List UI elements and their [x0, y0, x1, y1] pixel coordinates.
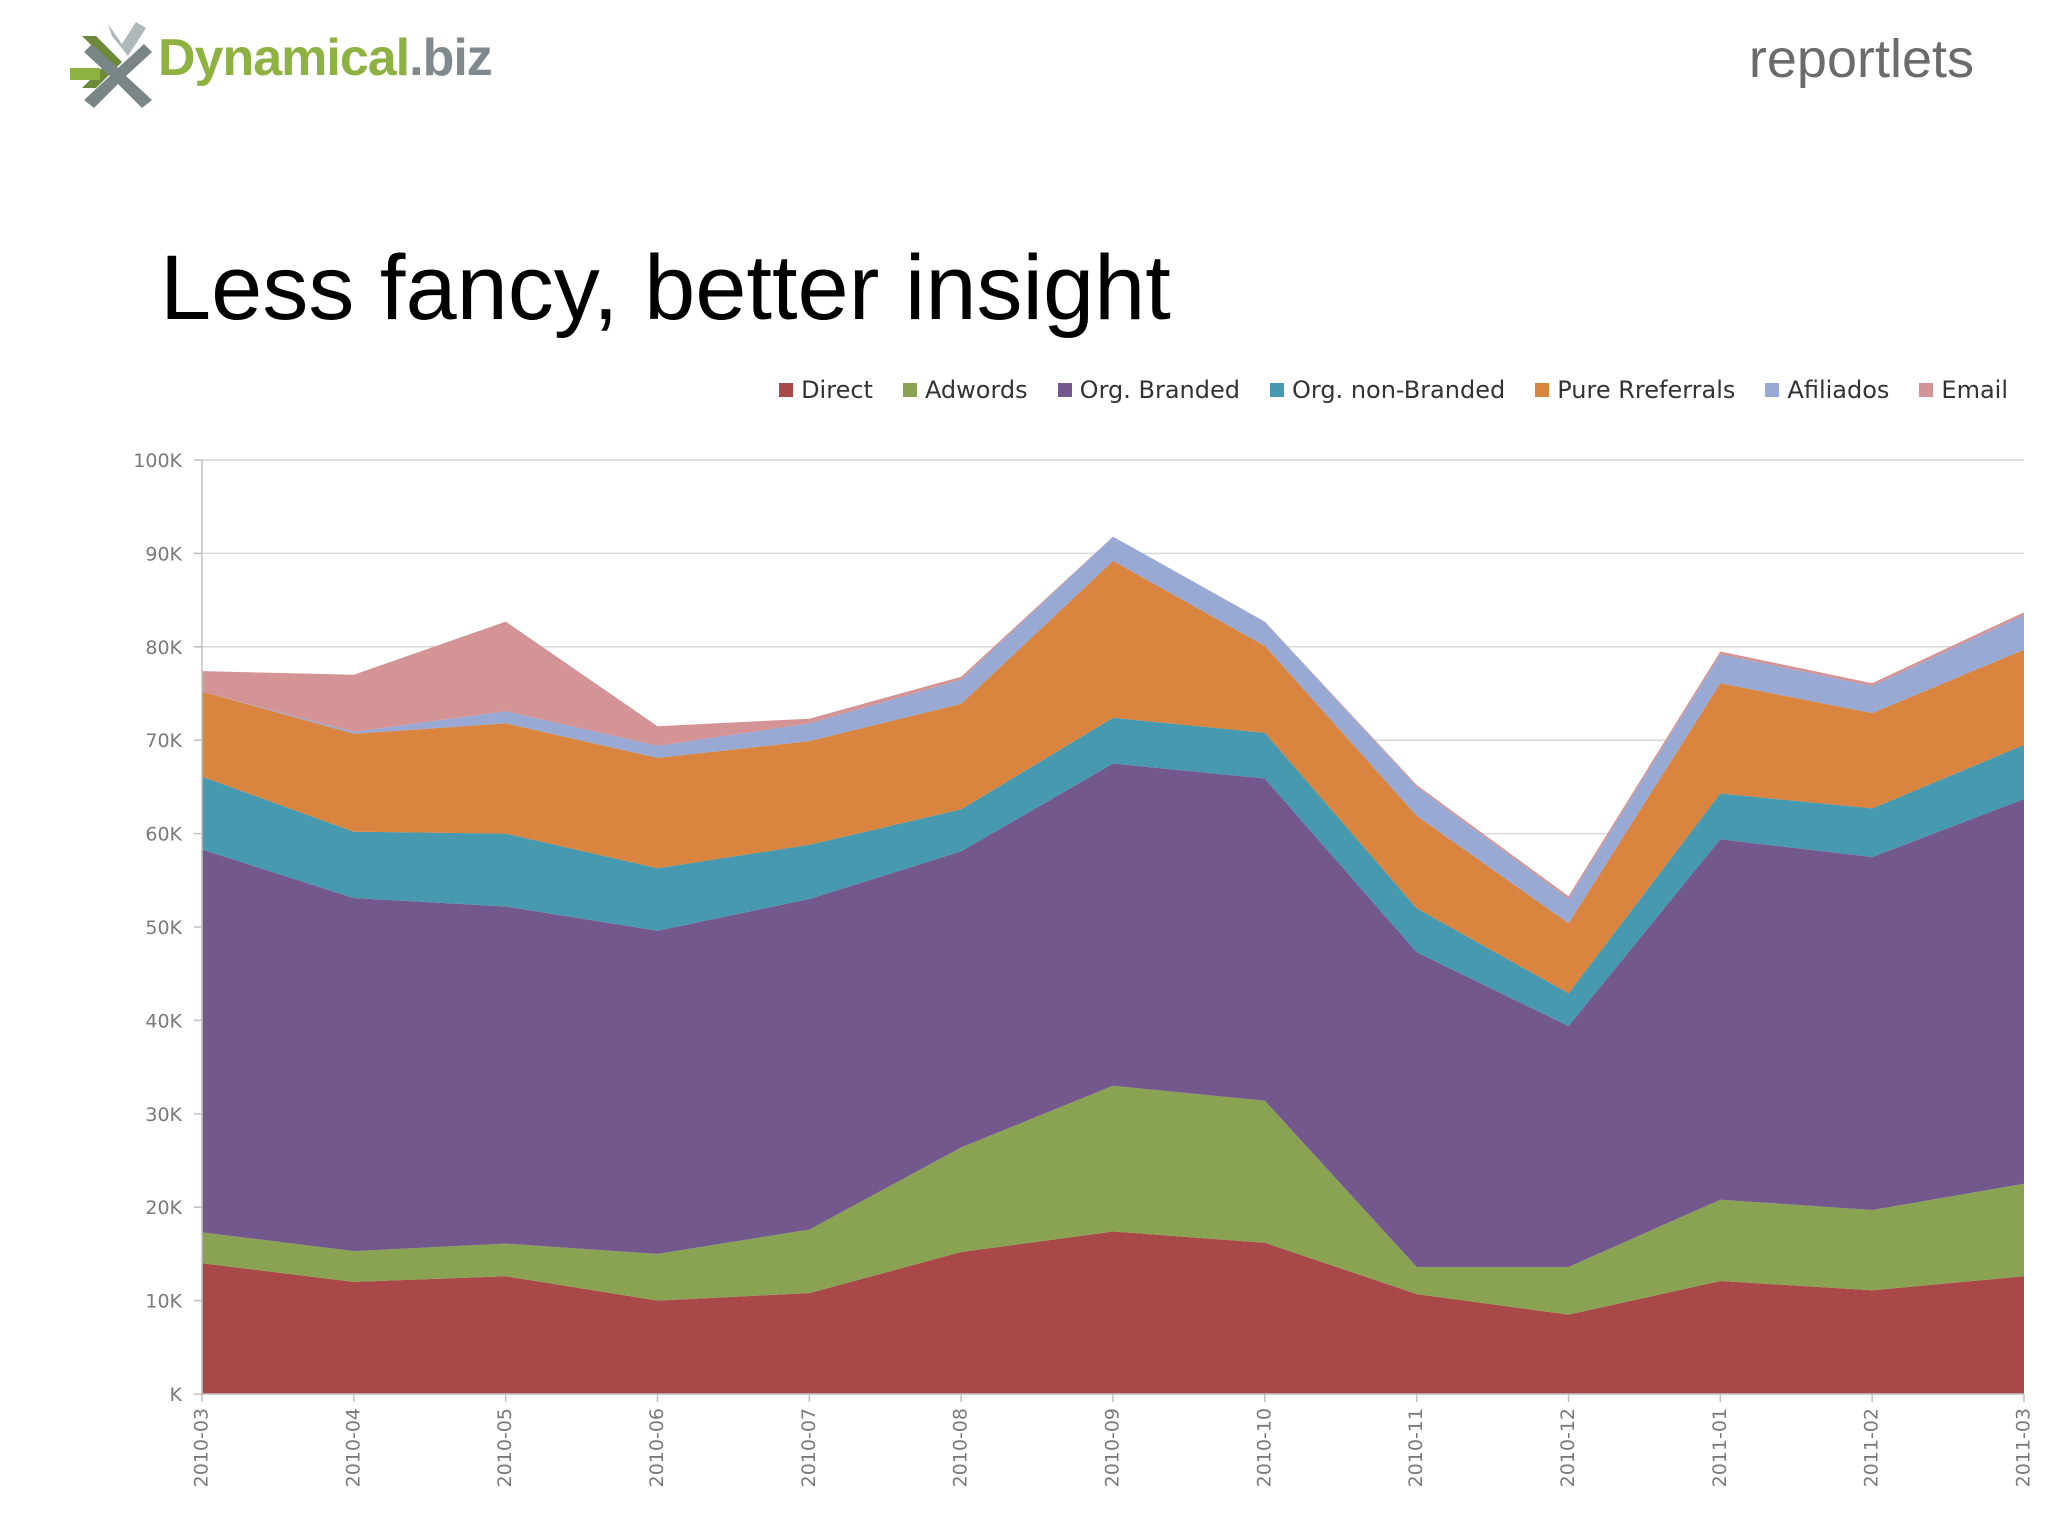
y-tick-label: 90K: [145, 543, 182, 565]
x-tick-label: 2010-04: [342, 1408, 364, 1487]
x-tick-label: 2010-12: [1557, 1408, 1579, 1487]
legend-swatch: [1765, 383, 1780, 397]
logo-mark-icon: [70, 22, 152, 108]
x-tick-label: 2011-01: [1709, 1408, 1731, 1487]
logo: [70, 22, 152, 108]
area-adwords: [202, 1085, 2024, 1315]
legend-label: Pure Rreferrals: [1557, 376, 1736, 404]
y-tick-label: K: [170, 1384, 183, 1406]
x-tick-label: 2010-03: [191, 1408, 213, 1487]
legend-swatch: [1057, 383, 1072, 397]
legend-swatch: [779, 383, 794, 397]
x-tick-label: 2010-09: [1102, 1408, 1124, 1487]
y-tick-label: 10K: [145, 1291, 182, 1313]
x-tick-label: 2010-05: [494, 1408, 516, 1487]
legend-label: Email: [1941, 376, 2008, 404]
legend-label: Adwords: [924, 376, 1028, 404]
y-tick-label: 60K: [145, 824, 182, 846]
legend-item-email: Email: [1919, 376, 2008, 404]
y-tick-label: 50K: [145, 917, 182, 939]
slide-title: Less fancy, better insight: [160, 237, 1171, 339]
logo-text: Dynamical.biz: [158, 28, 493, 88]
logo-text-suffix: .biz: [409, 29, 493, 87]
legend-item-org-non-branded: Org. non-Branded: [1269, 376, 1506, 404]
area-pure-rreferrals: [202, 560, 2024, 994]
logo-text-main: Dynamical: [158, 29, 410, 87]
y-tick-label: 30K: [145, 1104, 182, 1126]
legend-swatch: [1269, 383, 1284, 397]
chart-legend: Direct Adwords Org. Branded Org. non-Brande…: [779, 376, 2008, 404]
y-tick-label: 40K: [145, 1010, 182, 1032]
area-email: [202, 536, 2024, 899]
legend-swatch: [1919, 383, 1934, 397]
legend-label: Afiliados: [1787, 376, 1890, 404]
area-org-branded: [202, 763, 2024, 1267]
y-tick-label: 80K: [145, 637, 182, 659]
legend-item-org-branded: Org. Branded: [1057, 376, 1240, 404]
x-tick-label: 2010-11: [1405, 1408, 1427, 1487]
area-direct: [202, 1231, 2024, 1394]
x-tick-label: 2011-02: [1861, 1408, 1883, 1487]
x-tick-labels: 2010-03 2010-04 2010-05 2010-06 2010-07 2010-…: [191, 1394, 2035, 1487]
brand-name: reportlets: [1748, 29, 1974, 89]
legend-swatch: [1535, 383, 1550, 397]
legend-label: Direct: [801, 376, 873, 404]
legend-item-pure-rreferrals: Pure Rreferrals: [1535, 376, 1735, 404]
legend-item-adwords: Adwords: [902, 376, 1028, 404]
area-afiliados: [202, 536, 2024, 924]
x-tick-label: 2011-03: [2013, 1408, 2035, 1487]
x-tick-label: 2010-10: [1253, 1408, 1275, 1487]
y-tick-label: 100K: [133, 450, 182, 472]
legend-label: Org. Branded: [1079, 376, 1240, 404]
y-tick-label: 70K: [145, 730, 182, 752]
area-series: [202, 536, 2024, 1394]
x-tick-label: 2010-07: [798, 1408, 820, 1487]
y-tick-label: 20K: [145, 1197, 182, 1219]
legend-swatch: [902, 383, 917, 397]
area-org-non-branded: [202, 717, 2024, 1026]
legend-item-direct: Direct: [779, 376, 873, 404]
x-tick-label: 2010-06: [646, 1408, 668, 1487]
legend-label: Org. non-Branded: [1291, 376, 1506, 404]
y-tick-labels: K 10K 20K 30K 40K 50K 60K 70K 80K 90K 100K: [133, 450, 182, 1406]
x-tick-label: 2010-08: [950, 1408, 972, 1487]
legend-item-afiliados: Afiliados: [1765, 376, 1889, 404]
